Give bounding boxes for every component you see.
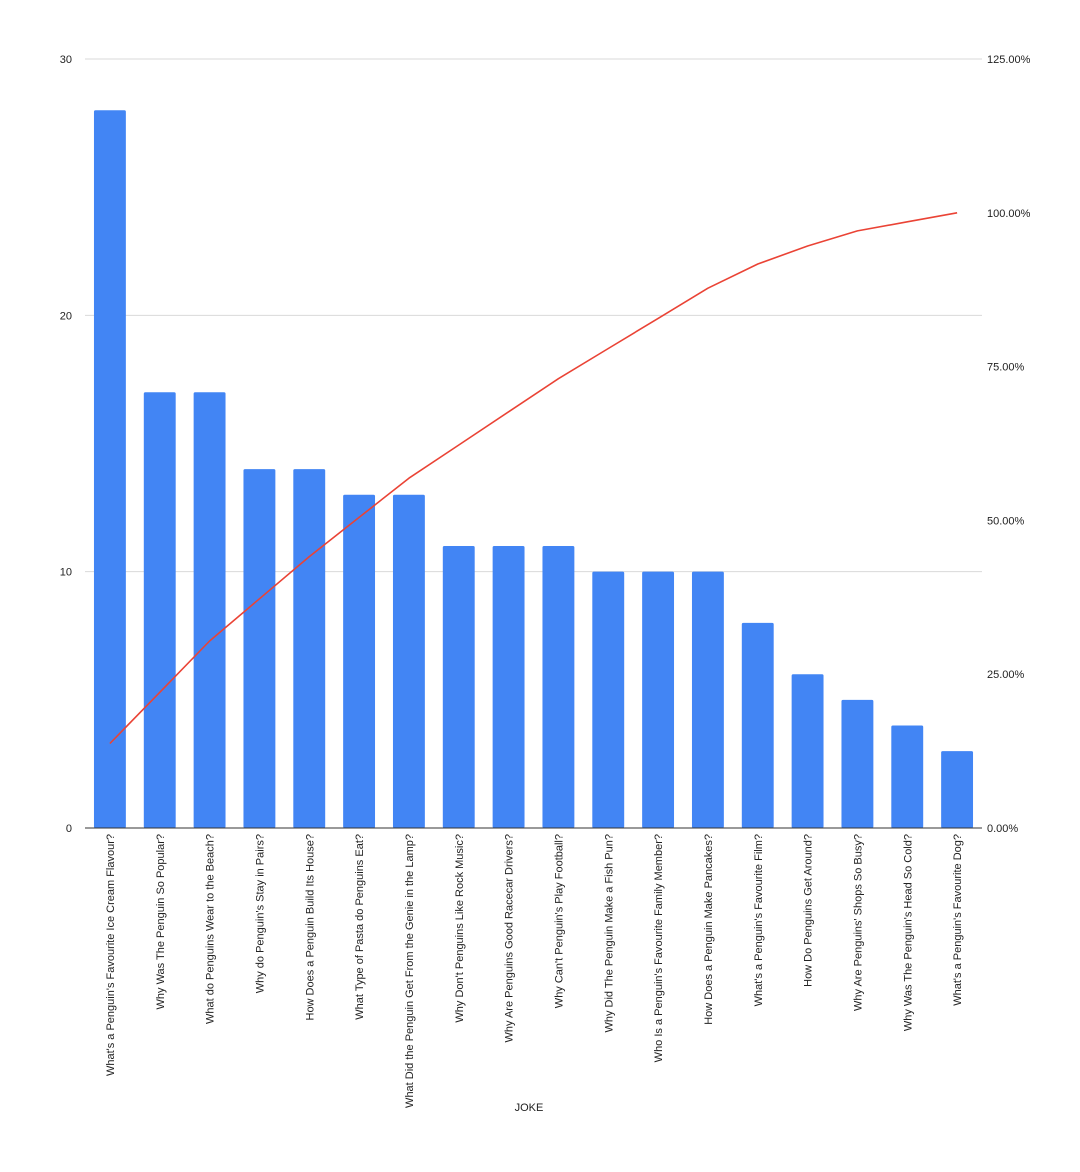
bar (392, 494, 425, 828)
x-tick-label: What Type of Pasta do Penguins Eat? (354, 834, 366, 1020)
x-tick-label: What's a Penguin's Favourite Dog? (952, 834, 964, 1006)
bar (741, 622, 774, 828)
x-tick-label: Why Did The Penguin Make a Fish Pun? (603, 834, 615, 1033)
y-tick-label-left: 20 (60, 310, 72, 322)
bar (492, 546, 525, 828)
x-tick-label: Why do Penguin's Stay in Pairs? (254, 834, 266, 993)
x-tick-label: How Do Penguins Get Around? (803, 834, 815, 987)
bar (791, 674, 824, 828)
bar (642, 571, 675, 828)
bar (243, 469, 276, 828)
bar (891, 725, 924, 828)
x-tick-label: How Does a Penguin Build Its House? (304, 834, 316, 1021)
x-tick-label: Who Is a Penguin's Favourite Family Memb… (653, 834, 665, 1062)
axis-layer: 0 10 20 30 0.00% 25.00% 50.00% 75.00% 100.00% 125… (60, 54, 1031, 1108)
bar (542, 546, 575, 828)
cumulative-line (109, 212, 958, 745)
bar (93, 110, 126, 829)
grid-layer (85, 58, 982, 573)
y-tick-label-left: 0 (66, 823, 72, 835)
bar (941, 751, 974, 828)
bar (143, 392, 176, 828)
bar (442, 546, 475, 828)
x-tick-label: Why Was The Penguin So Popular? (155, 834, 167, 1009)
x-tick-label: Why Was The Penguin's Head So Cold? (902, 834, 914, 1031)
bar-layer (93, 110, 974, 829)
line-layer (109, 212, 958, 745)
x-tick-label: Why Are Penguins' Shops So Busy? (852, 834, 864, 1011)
x-tick-label: What Did the Penguin Get From the Genie … (404, 834, 416, 1108)
x-tick-label: What's a Penguin's Favourite Ice Cream F… (105, 834, 117, 1076)
y-tick-label-left: 10 (60, 567, 72, 579)
y-tick-label-right: 25.00% (987, 669, 1025, 681)
x-tick-label: What do Penguins Wear to the Beach? (205, 834, 217, 1024)
x-tick-label: Why Can't Penguin's Play Football? (553, 834, 565, 1008)
x-tick-label: How Does a Penguin Make Pancakes? (703, 834, 715, 1025)
y-tick-label-right: 0.00% (987, 823, 1018, 835)
y-tick-label-right: 100.00% (987, 208, 1031, 220)
bar (592, 571, 625, 828)
bar (193, 392, 226, 828)
x-tick-label: What's a Penguin's Favourite Film? (753, 834, 765, 1006)
y-tick-label-right: 50.00% (987, 515, 1025, 527)
bar (343, 494, 376, 828)
bar (841, 699, 874, 828)
bar (691, 571, 724, 828)
y-tick-label-right: 75.00% (987, 362, 1025, 374)
x-axis-title: JOKE (515, 1102, 544, 1114)
y-tick-label-left: 30 (60, 54, 72, 66)
x-tick-label: Why Don't Penguins Like Rock Music? (454, 834, 466, 1023)
x-tick-label: Why Are Penguins Good Racecar Drivers? (504, 834, 516, 1042)
bar (293, 469, 326, 828)
y-tick-label-right: 125.00% (987, 54, 1031, 66)
